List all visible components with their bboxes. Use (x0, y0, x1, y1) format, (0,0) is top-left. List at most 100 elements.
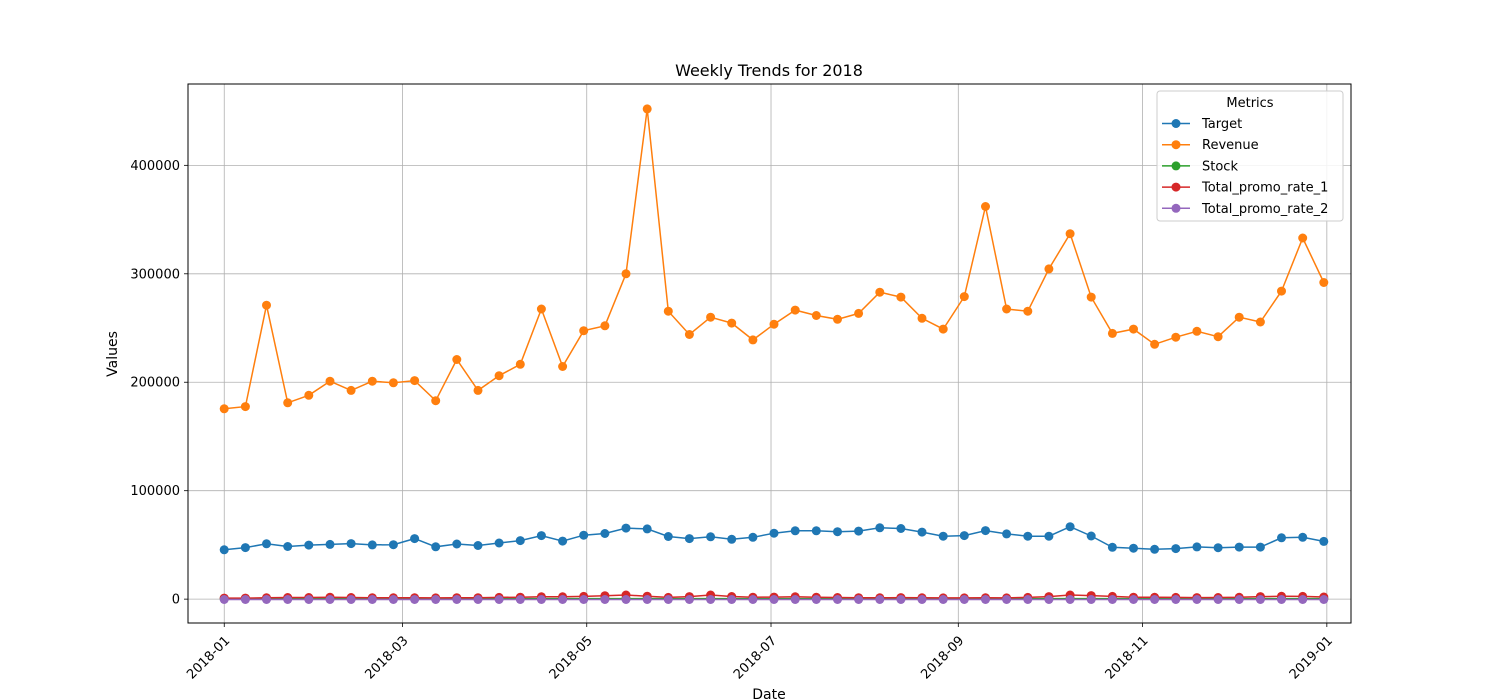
data-point (494, 595, 504, 604)
data-point (981, 595, 990, 604)
data-point (494, 371, 504, 381)
data-point (1255, 542, 1265, 552)
data-point (558, 595, 568, 604)
data-point (1213, 543, 1223, 553)
data-point (1044, 264, 1054, 274)
data-point (1192, 326, 1202, 336)
data-point (1086, 531, 1096, 541)
data-point (1277, 595, 1286, 604)
data-point (938, 531, 948, 541)
data-point (642, 524, 652, 534)
data-point (917, 527, 927, 537)
data-point (558, 536, 568, 546)
data-point (410, 595, 420, 604)
data-point (283, 398, 293, 408)
data-point (663, 532, 673, 541)
data-point (515, 359, 525, 369)
data-point (1086, 595, 1096, 604)
legend-marker (1171, 161, 1181, 171)
series-target (219, 522, 1329, 555)
data-point (262, 595, 271, 604)
data-point (536, 304, 546, 314)
data-point (515, 536, 525, 546)
data-point (896, 524, 906, 533)
data-point (346, 595, 356, 604)
legend-label: Revenue (1202, 138, 1259, 153)
data-point (304, 390, 314, 400)
data-point (452, 595, 462, 604)
data-point (833, 527, 842, 537)
data-point (473, 595, 483, 604)
data-point (1171, 595, 1181, 604)
data-point (1277, 286, 1286, 296)
legend-label: Total_promo_rate_1 (1201, 181, 1328, 196)
data-point (769, 528, 779, 538)
data-point (1065, 229, 1075, 239)
data-point (367, 595, 377, 604)
data-point (663, 306, 673, 316)
data-point (1298, 532, 1308, 542)
data-point (727, 318, 737, 328)
data-point (938, 595, 948, 604)
data-point (1234, 312, 1244, 322)
data-point (219, 545, 229, 555)
data-point (325, 595, 335, 604)
data-point (811, 311, 821, 320)
legend-marker (1171, 140, 1181, 150)
data-point (706, 595, 716, 604)
data-point (1044, 531, 1054, 541)
data-point (1298, 595, 1308, 604)
data-point (684, 534, 694, 544)
data-point (790, 305, 800, 315)
data-point (769, 595, 779, 604)
data-point (388, 540, 398, 550)
data-point (1277, 533, 1286, 543)
data-point (1107, 595, 1117, 604)
data-point (600, 321, 610, 331)
data-point (304, 540, 314, 550)
data-point (1129, 595, 1138, 604)
series-revenue (219, 104, 1329, 414)
data-point (600, 595, 610, 604)
data-point (579, 530, 589, 540)
data-point (1255, 595, 1265, 604)
data-point (1002, 595, 1012, 604)
data-point (558, 362, 568, 371)
data-point (684, 595, 694, 604)
data-point (1023, 531, 1033, 541)
data-point (981, 202, 990, 211)
data-point (1129, 324, 1138, 334)
data-point (790, 526, 800, 536)
data-point (1086, 292, 1096, 302)
y-tick-label: 300000 (130, 267, 180, 282)
plot-frame (187, 83, 1352, 624)
data-point (579, 326, 589, 336)
data-point (790, 595, 800, 604)
chart-title: Weekly Trends for 2018 (675, 61, 863, 80)
data-point (896, 292, 906, 302)
data-point (473, 385, 483, 395)
data-point (262, 300, 271, 310)
data-point (1192, 595, 1202, 604)
series-total-promo-rate-2 (219, 595, 1329, 604)
data-point (917, 313, 927, 323)
data-point (1171, 332, 1181, 342)
data-point (1319, 595, 1329, 604)
data-point (1065, 522, 1075, 532)
data-point (219, 404, 229, 414)
data-point (1234, 595, 1244, 604)
data-point (515, 595, 525, 604)
legend-entry: Total_promo_rate_2 (1162, 202, 1328, 217)
data-point (959, 595, 969, 604)
data-point (304, 595, 314, 604)
series-layer (219, 104, 1329, 604)
data-point (1129, 543, 1138, 553)
data-point (367, 376, 377, 386)
data-point (240, 595, 250, 604)
data-point (854, 526, 864, 536)
legend-marker (1171, 182, 1181, 192)
data-point (1044, 595, 1054, 604)
legend-entry: Revenue (1162, 138, 1259, 153)
data-point (1319, 536, 1329, 546)
data-point (854, 595, 864, 604)
